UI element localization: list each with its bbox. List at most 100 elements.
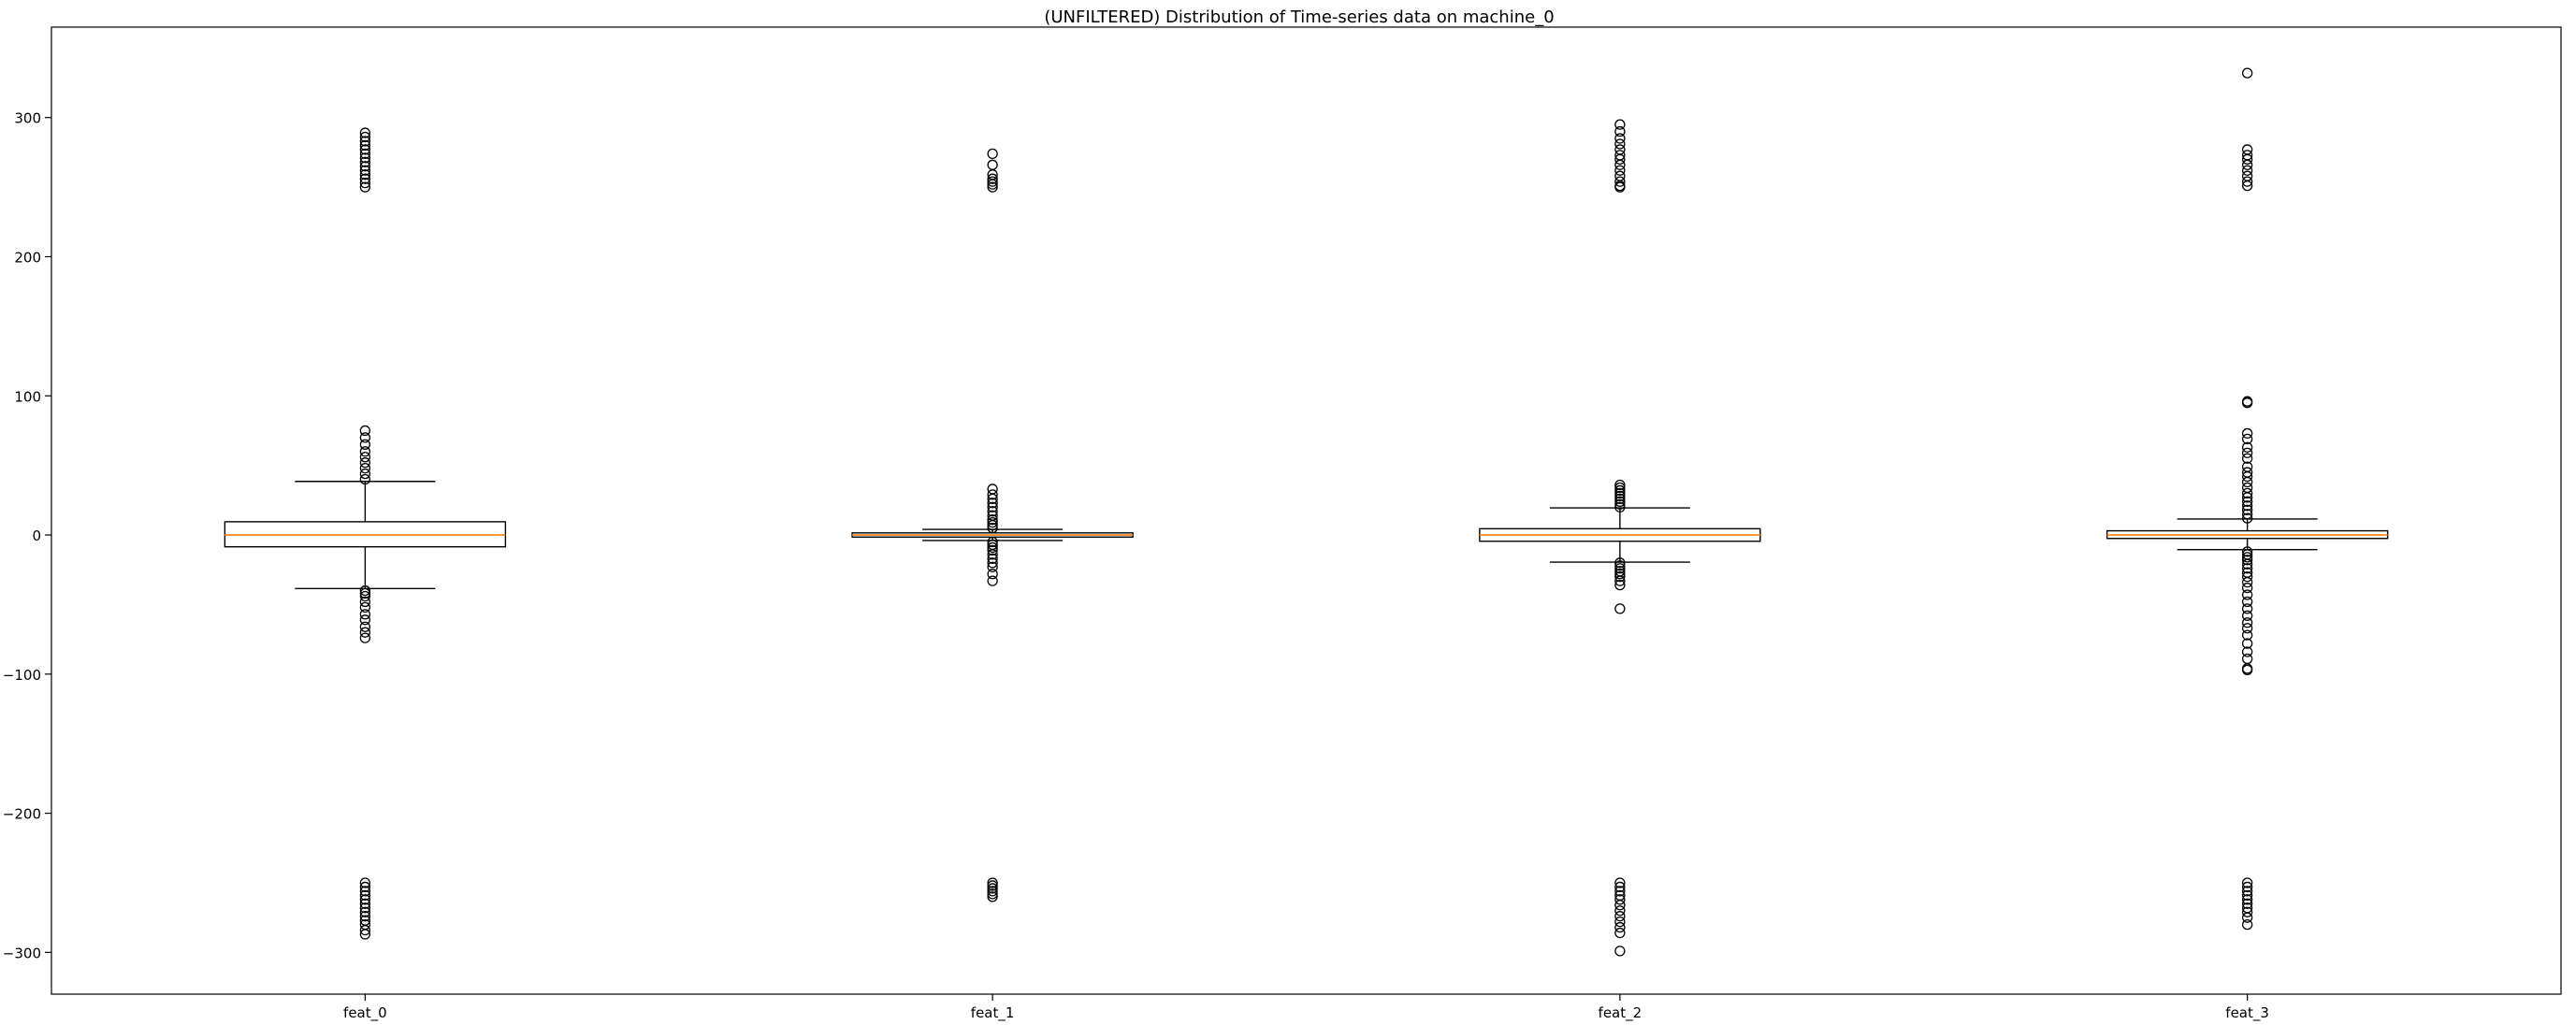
x-tick-label: feat_0 xyxy=(343,1004,387,1022)
flier-point xyxy=(1614,496,1626,507)
flier-point xyxy=(1614,877,1626,888)
flier-point xyxy=(1614,484,1626,497)
y-tick-label: 200 xyxy=(14,249,41,266)
flier-point xyxy=(2241,881,2253,893)
flier-point xyxy=(1614,153,1626,165)
flier-point xyxy=(987,519,998,531)
flier-point xyxy=(2241,546,2253,557)
flier-point xyxy=(359,161,371,172)
flier-point xyxy=(359,127,371,138)
flier-point xyxy=(359,621,371,632)
flier-point xyxy=(2241,898,2253,909)
flier-point xyxy=(2241,165,2253,176)
axes-frame xyxy=(51,26,2562,995)
flier-point xyxy=(1614,557,1626,569)
flier-point xyxy=(2241,623,2253,634)
flier-point xyxy=(359,136,371,147)
flier-point xyxy=(359,929,371,940)
flier-point xyxy=(1614,886,1626,897)
flier-point xyxy=(1614,487,1626,499)
flier-point xyxy=(359,181,371,193)
flier-point xyxy=(2241,476,2253,488)
flier-point xyxy=(2241,576,2253,588)
flier-point xyxy=(2241,552,2253,563)
flier-point xyxy=(359,609,371,620)
flier-point xyxy=(1614,181,1626,193)
flier-point xyxy=(987,498,998,509)
flier-point xyxy=(1614,881,1626,893)
flier-point xyxy=(1614,560,1626,571)
flier-point xyxy=(359,898,371,909)
flier-point xyxy=(2241,441,2253,453)
flier-point xyxy=(359,148,371,160)
flier-point xyxy=(359,152,371,164)
flier-point xyxy=(1614,159,1626,170)
flier-point xyxy=(2241,610,2253,621)
y-tick-label: 0 xyxy=(32,527,41,544)
flier-point xyxy=(2241,176,2253,187)
flier-point xyxy=(2241,153,2253,165)
flier-point xyxy=(359,614,371,626)
flier-point xyxy=(359,473,371,485)
flier-point xyxy=(1614,575,1626,586)
flier-point xyxy=(2241,470,2253,483)
flier-point xyxy=(987,514,998,526)
flier-point xyxy=(359,439,371,450)
flier-point xyxy=(1614,501,1626,512)
flier-point xyxy=(1614,490,1626,502)
flier-point xyxy=(2241,889,2253,902)
flier-point xyxy=(359,425,371,437)
x-tick-label: feat_3 xyxy=(2225,1004,2269,1022)
flier-point xyxy=(1614,571,1626,583)
flier-point xyxy=(359,468,371,480)
flier-point xyxy=(359,131,371,143)
flier-point xyxy=(2241,906,2253,917)
flier-point xyxy=(1614,916,1626,928)
flier-point xyxy=(987,148,998,160)
flier-point xyxy=(987,181,998,193)
flier-point xyxy=(1614,603,1626,614)
flier-point xyxy=(1614,479,1626,491)
flier-point xyxy=(987,549,998,560)
flier-point xyxy=(2241,589,2253,600)
y-tick-label: −300 xyxy=(3,945,41,961)
y-tick-label: −200 xyxy=(3,806,41,823)
flier-point xyxy=(1614,563,1626,574)
flier-point xyxy=(2241,159,2253,170)
flier-point xyxy=(987,557,998,569)
chart-title: (UNFILTERED) Distribution of Time-series… xyxy=(1044,7,1554,27)
y-tick-label: 100 xyxy=(14,388,41,405)
flier-point xyxy=(359,924,371,936)
flier-point xyxy=(1614,493,1626,505)
flier-point xyxy=(359,889,371,902)
flier-point xyxy=(1614,905,1626,917)
flier-point xyxy=(1614,133,1626,144)
flier-point xyxy=(2241,447,2253,458)
flier-point xyxy=(1614,900,1626,911)
flier-point xyxy=(2241,596,2253,608)
flier-point xyxy=(2241,571,2253,583)
flier-point xyxy=(2241,453,2253,464)
flier-point xyxy=(987,561,998,572)
flier-point xyxy=(359,144,371,155)
flier-point xyxy=(1614,911,1626,922)
flier-point xyxy=(987,493,998,505)
flier-point xyxy=(987,883,998,894)
flier-point xyxy=(359,585,371,597)
flier-point xyxy=(2241,427,2253,440)
flier-point xyxy=(359,632,371,643)
flier-point xyxy=(359,894,371,905)
flier-point xyxy=(1614,165,1626,176)
flier-point xyxy=(2241,918,2253,931)
flier-point xyxy=(987,877,998,888)
flier-point xyxy=(2241,886,2253,897)
flier-point xyxy=(359,432,371,443)
flier-point xyxy=(987,544,998,556)
flier-point xyxy=(2241,180,2253,192)
flier-point xyxy=(1614,569,1626,580)
flier-point xyxy=(2241,512,2253,524)
flier-point xyxy=(2241,617,2253,628)
flier-point xyxy=(987,536,998,548)
